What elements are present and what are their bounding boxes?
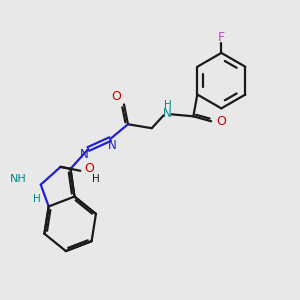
Text: N: N [80,148,89,161]
Text: N: N [108,139,116,152]
Text: O: O [216,115,226,128]
Text: H: H [92,174,100,184]
Text: H: H [33,194,41,203]
Text: N: N [163,107,172,120]
Text: O: O [111,90,121,103]
Text: O: O [84,162,94,175]
Text: H: H [164,100,172,110]
Text: NH: NH [10,174,27,184]
Text: F: F [218,31,225,44]
